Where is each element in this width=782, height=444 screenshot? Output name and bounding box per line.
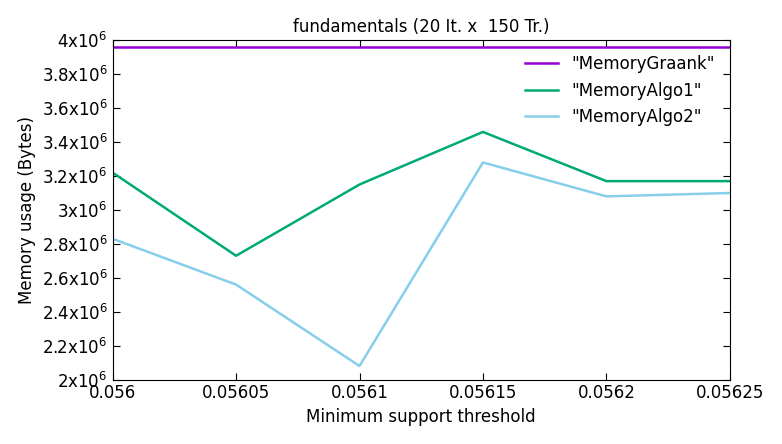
"MemoryAlgo1" — [601, 178, 611, 184]
"MemoryGraank" — [231, 44, 241, 50]
"MemoryAlgo2" — [355, 363, 364, 369]
"MemoryGraank" — [479, 44, 488, 50]
"MemoryAlgo2" — [479, 160, 488, 165]
"MemoryAlgo1" — [231, 253, 241, 258]
"MemoryAlgo2" — [231, 282, 241, 287]
"MemoryGraank" — [108, 44, 117, 50]
"MemoryGraank" — [601, 44, 611, 50]
"MemoryGraank" — [355, 44, 364, 50]
"MemoryAlgo1" — [725, 178, 734, 184]
Line: "MemoryAlgo2": "MemoryAlgo2" — [113, 163, 730, 366]
Legend: "MemoryGraank", "MemoryAlgo1", "MemoryAlgo2": "MemoryGraank", "MemoryAlgo1", "MemoryAl… — [518, 49, 722, 133]
Y-axis label: Memory usage (Bytes): Memory usage (Bytes) — [18, 116, 36, 304]
X-axis label: Minimum support threshold: Minimum support threshold — [307, 408, 536, 426]
"MemoryAlgo1" — [479, 129, 488, 135]
"MemoryAlgo2" — [108, 236, 117, 242]
"MemoryAlgo2" — [725, 190, 734, 196]
"MemoryGraank" — [725, 44, 734, 50]
"MemoryAlgo1" — [355, 182, 364, 187]
Line: "MemoryAlgo1": "MemoryAlgo1" — [113, 132, 730, 256]
Title: fundamentals (20 It. x  150 Tr.): fundamentals (20 It. x 150 Tr.) — [293, 18, 550, 36]
"MemoryAlgo2" — [601, 194, 611, 199]
"MemoryAlgo1" — [108, 170, 117, 175]
